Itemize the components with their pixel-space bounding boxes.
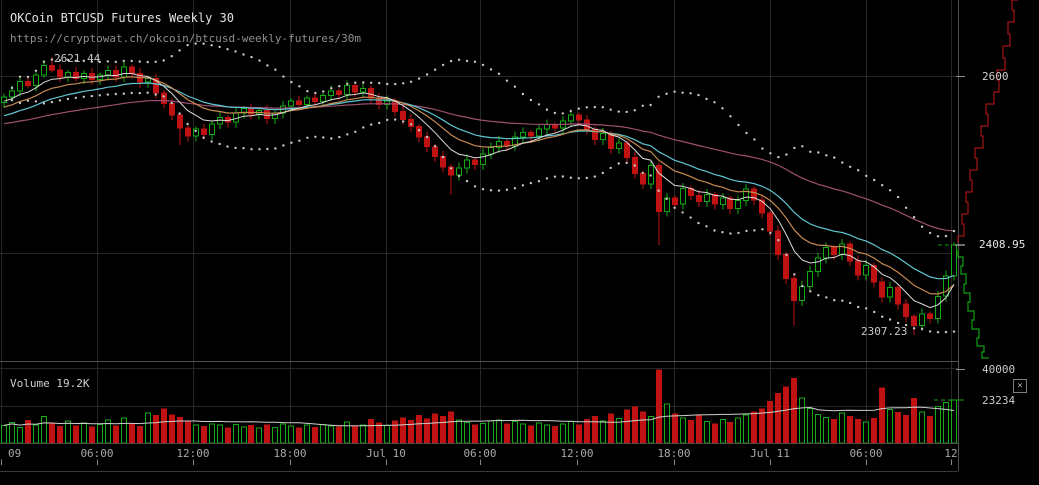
depth-bids-line (957, 250, 989, 359)
moving-averages (3, 73, 955, 309)
low-price-annotation: 2307.23 (861, 325, 908, 338)
price-axis-label-2600: 2600 (982, 70, 1009, 83)
time-axis-label: 06:00 (849, 447, 882, 460)
time-axis-label: Jul 10 (366, 447, 406, 460)
time-axis-label: 06:00 (80, 447, 113, 460)
depth-asks-line (957, 0, 1018, 243)
time-axis-label: 09 (8, 447, 21, 460)
volume-pane-close-button[interactable]: × (1013, 379, 1027, 393)
time-axis-label: Jul 11 (750, 447, 790, 460)
volume-indicator-label: Volume 19.2K (10, 377, 90, 390)
time-axis-label: 18:00 (657, 447, 690, 460)
chart-title: OKCoin BTCUSD Futures Weekly 30 (10, 11, 234, 25)
current-markers (934, 76, 965, 401)
chart-header: OKCoin BTCUSD Futures Weekly 30 https://… (10, 11, 361, 45)
candles (1, 57, 957, 335)
time-axis-label: 12:00 (176, 447, 209, 460)
volume-current-label: 23234 (982, 394, 1016, 407)
chart-url: https://cryptowat.ch/okcoin/btcusd-weekl… (10, 32, 361, 45)
orderbook-depth (957, 0, 1018, 359)
volume-bars (1, 369, 957, 443)
time-axis[interactable]: 09 06:00 12:00 18:00 Jul 10 06:00 12:00 18:00 Ju… (1, 447, 958, 465)
current-price-label: 2408.95 (979, 238, 1026, 251)
gridlines (0, 0, 958, 443)
pane-frames (0, 0, 959, 472)
time-axis-label: 18:00 (273, 447, 306, 460)
time-axis-label: 12:00 (560, 447, 593, 460)
bollinger-band-dots (10, 42, 956, 334)
volume-ma-line (3, 406, 955, 427)
time-axis-label: 12 (944, 447, 957, 460)
time-axis-label: 06:00 (463, 447, 496, 460)
high-price-annotation: 2621.44 (54, 52, 101, 65)
volume-axis-label-40000: 40000 (982, 363, 1016, 376)
